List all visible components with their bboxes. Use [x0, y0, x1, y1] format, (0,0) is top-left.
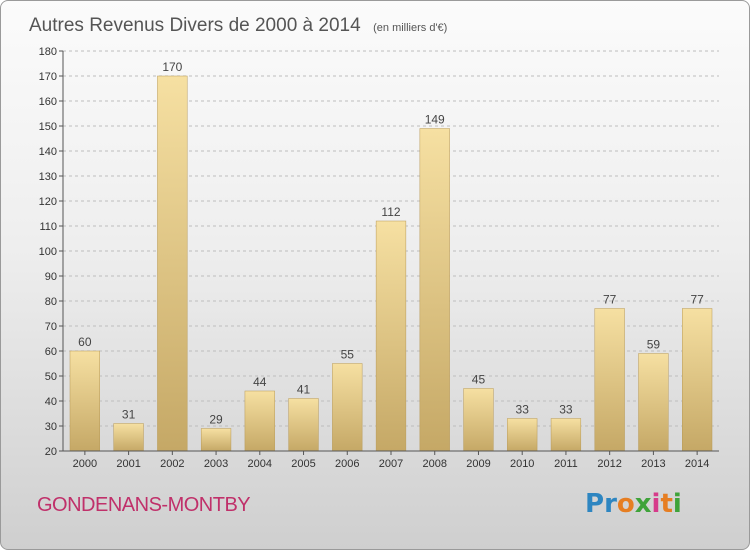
y-tick-label: 140	[39, 146, 57, 158]
commune-name: GONDENANS-MONTBY	[37, 494, 251, 516]
y-tick-label: 70	[45, 321, 57, 333]
value-label-2005: 41	[297, 383, 311, 397]
bar-2001	[113, 423, 144, 452]
x-tick-label-2014: 2014	[685, 458, 709, 470]
value-label-2001: 31	[122, 408, 136, 422]
value-label-2011: 33	[559, 403, 573, 417]
y-tick-label: 80	[45, 296, 57, 308]
bar-2003	[200, 428, 232, 452]
bar-2002	[157, 75, 188, 452]
x-tick-label-2012: 2012	[597, 458, 621, 470]
proxiti-logo[interactable]: Proxiti	[585, 489, 682, 519]
bar-2014	[682, 308, 713, 452]
value-label-2003: 29	[209, 413, 223, 427]
x-tick-label-2011: 2011	[554, 458, 578, 470]
y-tick-label: 180	[39, 46, 57, 58]
y-tick-label: 130	[39, 171, 57, 183]
bar-2011	[550, 418, 582, 452]
bar-2006	[332, 363, 363, 452]
bar-2005	[288, 398, 319, 452]
x-tick-label-2000: 2000	[73, 458, 97, 470]
value-label-2004: 44	[253, 375, 267, 389]
bar-2004	[244, 390, 275, 452]
x-tick-label-2009: 2009	[466, 458, 490, 470]
value-label-2008: 149	[425, 113, 445, 127]
bar-2008	[419, 128, 450, 452]
y-tick-label: 150	[39, 121, 57, 133]
axis-layer: 20 30 40 50 60 70 80 90 100 110 120 130 140 150 160 170…	[39, 46, 719, 470]
value-label-2006: 55	[341, 348, 355, 362]
y-tick-label: 40	[45, 396, 57, 408]
y-tick-label: 100	[39, 246, 57, 258]
x-tick-label-2007: 2007	[379, 458, 403, 470]
y-tick-label: 60	[45, 346, 57, 358]
value-label-2013: 59	[647, 338, 661, 352]
value-label-2014: 77	[690, 293, 704, 307]
y-tick-label: 120	[39, 196, 57, 208]
x-tick-label-2013: 2013	[641, 458, 665, 470]
y-tick-label: 20	[45, 446, 57, 458]
y-tick-label: 30	[45, 421, 57, 433]
x-tick-label-2003: 2003	[204, 458, 228, 470]
y-tick-label: 110	[39, 221, 57, 233]
y-tick-label: 50	[45, 371, 57, 383]
x-tick-label-2010: 2010	[510, 458, 534, 470]
bar-2007	[375, 220, 407, 452]
x-tick-label-2006: 2006	[335, 458, 359, 470]
bar-2009	[463, 388, 494, 452]
bar-layer: 60 31 170 29 44 41 55 112 149 45 33 33 77 59 77	[69, 60, 713, 452]
bar-2013	[638, 353, 669, 452]
x-tick-label-2005: 2005	[291, 458, 315, 470]
value-label-2009: 45	[472, 373, 486, 387]
bar-2010	[507, 418, 538, 452]
value-label-2010: 33	[516, 403, 530, 417]
value-label-2000: 60	[78, 335, 92, 349]
y-tick-label: 160	[39, 96, 57, 108]
bar-2012	[594, 308, 625, 452]
x-tick-label-2001: 2001	[116, 458, 140, 470]
y-tick-label: 170	[39, 71, 57, 83]
x-tick-label-2002: 2002	[160, 458, 184, 470]
y-tick-label: 90	[45, 271, 57, 283]
x-tick-label-2004: 2004	[248, 458, 272, 470]
bar-2000	[69, 350, 100, 452]
value-label-2012: 77	[603, 293, 617, 307]
chart-title: Autres Revenus Divers de 2000 à 2014 (en…	[29, 15, 447, 36]
x-tick-label-2008: 2008	[422, 458, 446, 470]
value-label-2007: 112	[381, 205, 400, 219]
value-label-2002: 170	[162, 60, 182, 74]
